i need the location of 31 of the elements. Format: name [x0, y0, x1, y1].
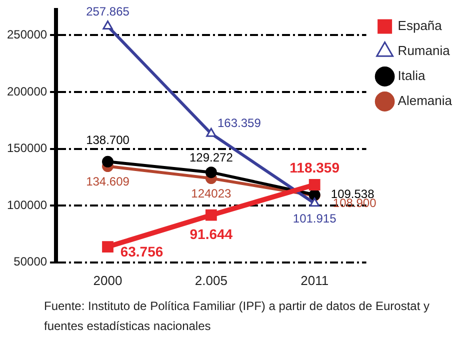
point [205, 209, 217, 221]
legend-label: Alemania [398, 93, 453, 108]
point [308, 179, 320, 190]
data-label: 129.272 [189, 150, 234, 165]
x-tick-label: 2.005 [194, 272, 228, 288]
legend-label: España [398, 18, 443, 34]
legend-label: Italia [398, 68, 426, 84]
y-tick-label: 200000 [6, 84, 48, 98]
data-label: 118.359 [290, 160, 340, 176]
point [205, 166, 217, 178]
x-tick-label: 2000 [93, 272, 122, 288]
point [102, 20, 113, 30]
data-label: 257.865 [86, 4, 130, 19]
point [102, 156, 114, 168]
point [310, 198, 320, 207]
x-tick-label: 2011 [300, 272, 329, 288]
y-tick-label: 50000 [14, 254, 48, 269]
y-tick-label: 250000 [6, 28, 48, 42]
data-label: 163.359 [217, 116, 262, 130]
data-label: 101.915 [292, 212, 337, 226]
source-note: Fuente: Instituto de Política Familiar (IPF) a partir de datos de Eurostat y fuentes estadísticas nacionales [44, 298, 431, 335]
data-label: 134.609 [86, 174, 130, 189]
data-label: 124023 [191, 186, 232, 201]
data-label: 138.700 [86, 132, 130, 147]
y-tick-label: 150000 [6, 141, 48, 156]
point [102, 241, 114, 252]
y-tick-label: 100000 [6, 198, 48, 212]
legend-label: Rumania [398, 43, 451, 58]
data-label: 63.756 [120, 244, 164, 260]
data-label: 91.644 [190, 226, 233, 242]
point [206, 128, 216, 137]
